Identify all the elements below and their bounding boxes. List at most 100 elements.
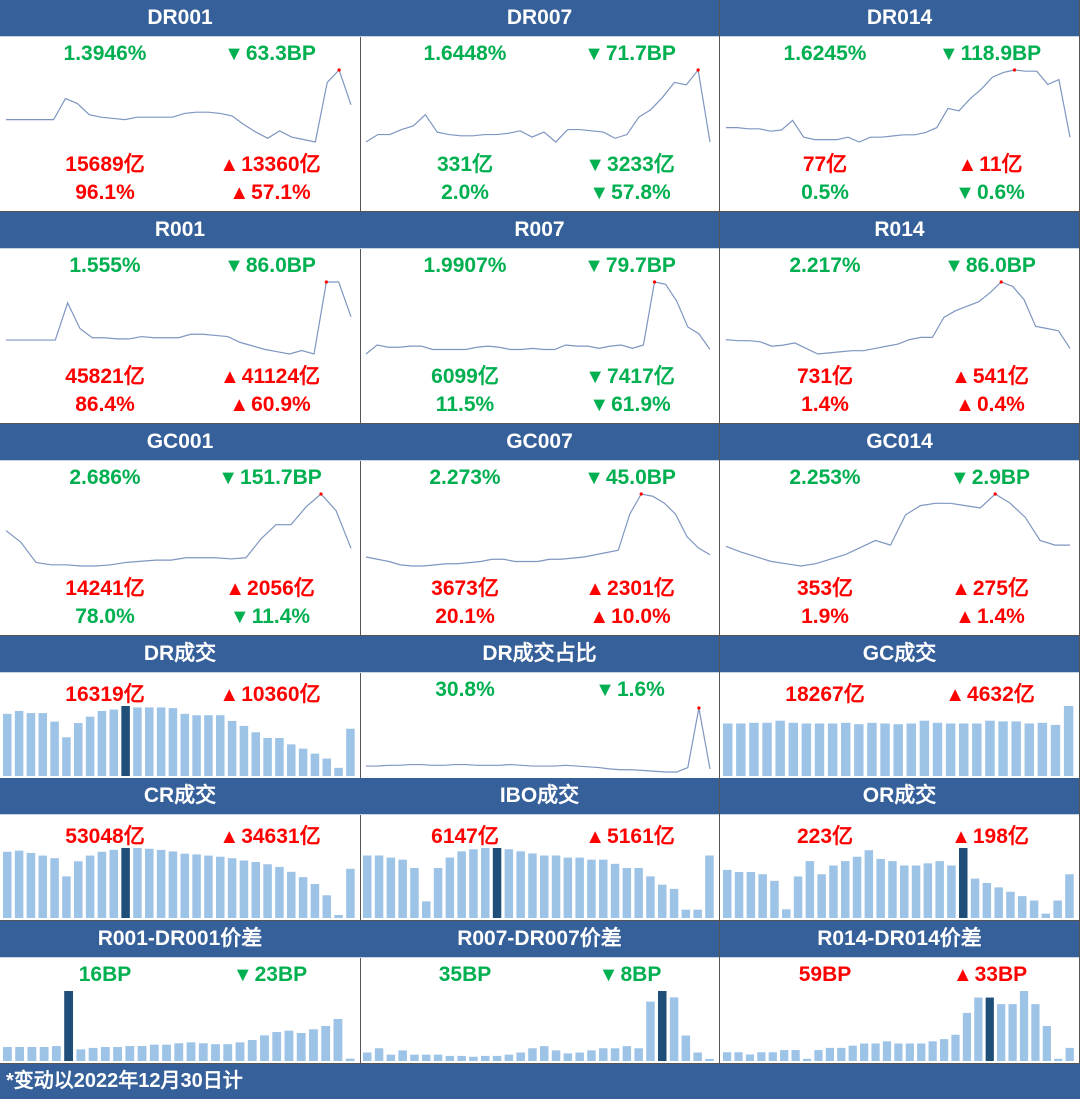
series-line: [725, 281, 1071, 355]
bar: [275, 737, 284, 776]
share-value: 20.1%: [435, 605, 495, 628]
rate-value: 2.217%: [789, 254, 861, 277]
bar: [504, 1054, 514, 1061]
bar: [1063, 706, 1074, 776]
bar: [162, 1044, 171, 1061]
bar: [622, 1045, 632, 1061]
series-line: [365, 68, 711, 143]
bar: [310, 884, 320, 919]
bar: [736, 723, 746, 776]
rate-value: 1.555%: [69, 254, 141, 277]
bar: [880, 723, 890, 776]
bar: [814, 723, 825, 776]
triangle-up-icon: ▲: [229, 394, 250, 416]
bar: [587, 1049, 596, 1061]
share-change: ▼57.8%: [589, 181, 671, 204]
triangle-down-icon: ▼: [232, 963, 253, 986]
panel-gc014: GC014 2.253% ▼2.9BP 353亿 ▲275亿 1.9% ▲1.4%: [720, 424, 1080, 636]
rate-trend-chart: [725, 492, 1070, 567]
bar: [793, 876, 803, 919]
bar: [235, 1041, 245, 1061]
bar: [894, 1043, 903, 1061]
bar: [563, 857, 573, 919]
bar: [723, 1051, 732, 1061]
bar: [251, 732, 261, 776]
share-change: ▲10.0%: [589, 605, 671, 628]
rate-trend-chart: [365, 492, 711, 567]
bar: [1065, 874, 1074, 919]
rate-trend-chart: [725, 280, 1071, 355]
triangle-down-icon: ▼: [589, 394, 610, 416]
bar: [156, 850, 166, 919]
bar: [14, 710, 24, 776]
panel-title: DR成交: [0, 636, 360, 673]
panel-title: CR成交: [0, 778, 360, 816]
bar: [945, 723, 956, 776]
triangle-down-icon: ▼: [595, 679, 615, 701]
bar: [622, 868, 632, 919]
volume-value: 353亿: [796, 577, 854, 600]
bar: [917, 1043, 926, 1061]
bar: [669, 996, 679, 1061]
panel-dr007: DR007 1.6448% ▼71.7BP 331亿 ▼3233亿 2.0% ▼57.8%: [360, 0, 720, 212]
bar: [1008, 1003, 1017, 1061]
bar: [1042, 1025, 1051, 1061]
peak-point: [999, 280, 1003, 284]
triangle-down-icon: ▼: [224, 43, 244, 65]
bar: [321, 1025, 331, 1061]
bar: [216, 856, 225, 919]
panel-title: R007-DR007价差: [360, 920, 719, 958]
triangle-up-icon: ▲: [225, 578, 246, 600]
rate-change: ▼86.0BP: [944, 254, 1036, 277]
bar: [745, 1054, 755, 1061]
bar: [76, 1048, 86, 1061]
volume-change: ▲275亿: [951, 577, 1029, 600]
main-value: 35BP: [438, 962, 492, 986]
bar: [62, 876, 71, 919]
bar: [216, 715, 225, 776]
panel-title: GC001: [0, 424, 360, 461]
bar: [974, 997, 983, 1061]
bar: [50, 721, 59, 776]
series-line: [6, 68, 352, 143]
panel-title: DR007: [360, 0, 719, 37]
bar: [287, 872, 296, 919]
bar: [333, 1018, 343, 1061]
bar: [374, 1047, 384, 1061]
bar: [837, 1047, 846, 1061]
volume-value: 45821亿: [65, 365, 145, 388]
series-line: [365, 281, 711, 355]
series-line: [5, 493, 352, 567]
bar: [227, 858, 237, 919]
bar: [669, 889, 679, 919]
bar: [782, 909, 791, 919]
bar: [168, 708, 178, 776]
triangle-down-icon: ▼: [584, 255, 604, 277]
bar: [848, 1045, 857, 1061]
bar: [1041, 913, 1051, 919]
triangle-up-icon: ▲: [219, 826, 240, 849]
bar: [528, 853, 537, 919]
bar: [998, 721, 1008, 776]
change-value: ▲34631亿: [219, 825, 321, 849]
series-line: [365, 493, 711, 567]
bar: [346, 728, 355, 776]
panel-9: R014-DR014价差 59BP ▲33BP: [720, 920, 1080, 1064]
bar: [723, 870, 732, 919]
volume-value: 6099亿: [431, 365, 499, 388]
bar: [39, 1046, 49, 1061]
bar: [959, 723, 969, 776]
main-value: 53048亿: [65, 825, 145, 849]
bar: [780, 1049, 789, 1061]
bar: [919, 720, 930, 776]
panel-title: DR001: [0, 0, 360, 37]
bar: [634, 868, 643, 919]
triangle-up-icon: ▲: [955, 394, 975, 416]
bar: [26, 853, 36, 919]
bar: [841, 861, 850, 919]
triangle-up-icon: ▲: [955, 606, 975, 628]
bar: [186, 1041, 196, 1061]
bar: [610, 864, 620, 919]
bar: [363, 1052, 372, 1061]
bar: [145, 707, 154, 776]
